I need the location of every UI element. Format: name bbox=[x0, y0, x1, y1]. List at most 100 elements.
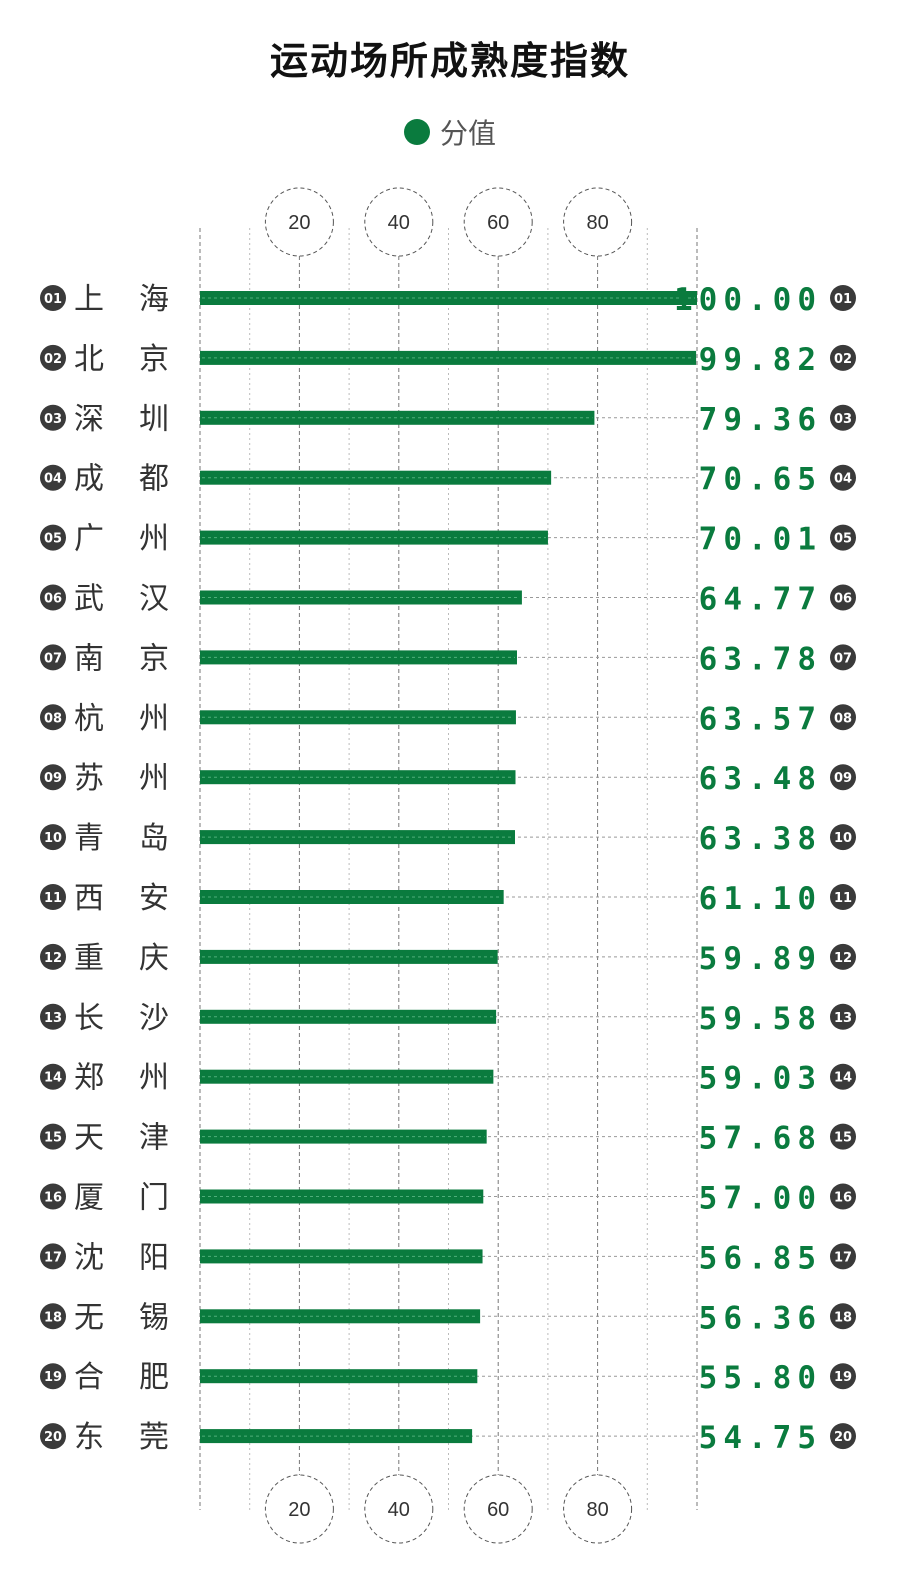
rank-badge bbox=[830, 404, 856, 431]
bar bbox=[200, 530, 548, 545]
rank-label: 13 bbox=[834, 1011, 852, 1026]
rank-badge bbox=[830, 943, 856, 970]
bar bbox=[200, 710, 516, 725]
bar bbox=[200, 470, 552, 485]
rank-badge bbox=[830, 464, 856, 491]
top-tick-circle bbox=[264, 187, 334, 257]
city-label: 州 bbox=[139, 761, 169, 796]
rank-badge bbox=[40, 1303, 66, 1330]
rank-label: 10 bbox=[834, 831, 852, 846]
rank-badge bbox=[830, 1003, 856, 1030]
city-label: 郑 bbox=[74, 1061, 104, 1096]
rank-label: 16 bbox=[834, 1191, 852, 1206]
value-label: 100.00 bbox=[674, 282, 822, 318]
bottom-tick-label: 40 bbox=[388, 1499, 410, 1521]
bar bbox=[200, 1129, 487, 1144]
rank-label: 17 bbox=[44, 1250, 62, 1265]
value-label: 63.48 bbox=[699, 761, 822, 797]
rank-badge bbox=[40, 764, 66, 791]
rank-label: 17 bbox=[834, 1250, 852, 1265]
city-label: 海 bbox=[139, 282, 169, 317]
rank-label: 05 bbox=[834, 532, 852, 547]
rank-label: 20 bbox=[44, 1430, 62, 1445]
chart-title: 运动场所成熟度指数 bbox=[269, 39, 630, 83]
rank-label: 02 bbox=[834, 352, 852, 367]
value-label: 79.36 bbox=[699, 402, 822, 438]
rank-badge bbox=[40, 584, 66, 611]
city-label: 青 bbox=[74, 821, 104, 856]
value-label: 63.57 bbox=[699, 701, 822, 737]
rank-badge bbox=[40, 344, 66, 371]
bar bbox=[200, 1369, 478, 1384]
value-label: 99.82 bbox=[699, 342, 822, 378]
rank-badge bbox=[830, 764, 856, 791]
value-label: 59.58 bbox=[699, 1001, 822, 1037]
rank-badge bbox=[830, 644, 856, 671]
city-label: 沙 bbox=[139, 1001, 169, 1036]
city-label: 京 bbox=[139, 342, 169, 377]
value-label: 59.03 bbox=[699, 1061, 822, 1097]
rank-badge bbox=[40, 1183, 66, 1210]
rank-badge bbox=[40, 1003, 66, 1030]
city-label: 阳 bbox=[139, 1240, 169, 1275]
city-label: 莞 bbox=[139, 1420, 169, 1455]
rank-badge bbox=[40, 943, 66, 970]
city-label: 州 bbox=[139, 522, 169, 557]
city-label: 苏 bbox=[74, 761, 104, 796]
bar bbox=[200, 770, 516, 785]
city-label: 广 bbox=[74, 522, 104, 557]
rank-badge bbox=[830, 285, 856, 311]
bottom-tick-circle bbox=[563, 1474, 633, 1544]
rank-badge bbox=[40, 1243, 66, 1270]
rank-label: 14 bbox=[834, 1071, 852, 1086]
bar bbox=[200, 830, 515, 845]
rank-label: 04 bbox=[834, 472, 852, 487]
city-label: 重 bbox=[74, 941, 104, 976]
bar bbox=[200, 890, 504, 904]
rank-badge bbox=[830, 824, 856, 851]
rank-badge bbox=[830, 704, 856, 731]
city-label: 安 bbox=[139, 881, 169, 916]
rank-label: 08 bbox=[44, 711, 62, 726]
rank-label: 03 bbox=[834, 412, 852, 427]
rank-badge bbox=[830, 1183, 856, 1210]
city-label: 锡 bbox=[139, 1300, 169, 1335]
rank-label: 07 bbox=[834, 651, 852, 666]
rank-badge bbox=[40, 704, 66, 731]
city-label: 西 bbox=[74, 881, 104, 916]
value-label: 61.10 bbox=[699, 881, 822, 917]
city-label: 深 bbox=[74, 402, 104, 437]
value-label: 56.36 bbox=[699, 1300, 822, 1336]
rank-label: 01 bbox=[44, 292, 62, 307]
rank-label: 11 bbox=[44, 891, 62, 906]
legend: 分值 bbox=[0, 112, 900, 152]
rank-badge bbox=[40, 644, 66, 671]
city-label: 长 bbox=[74, 1001, 104, 1036]
top-tick-label: 20 bbox=[288, 212, 310, 234]
rank-badge bbox=[830, 1123, 856, 1150]
city-label: 庆 bbox=[139, 941, 169, 976]
rank-label: 02 bbox=[44, 352, 62, 367]
value-label: 63.38 bbox=[699, 821, 822, 857]
rank-label: 08 bbox=[834, 711, 852, 726]
value-label: 59.89 bbox=[699, 941, 822, 977]
city-label: 上 bbox=[74, 282, 104, 317]
city-label: 北 bbox=[74, 342, 104, 377]
top-tick-label: 60 bbox=[487, 212, 509, 234]
city-label: 南 bbox=[74, 641, 104, 676]
rank-label: 06 bbox=[834, 592, 852, 607]
rank-label: 12 bbox=[834, 951, 852, 966]
rank-label: 09 bbox=[44, 771, 62, 786]
city-label: 厦 bbox=[74, 1181, 104, 1216]
rank-badge bbox=[830, 1303, 856, 1330]
city-label: 都 bbox=[139, 462, 169, 497]
rank-badge bbox=[40, 884, 66, 910]
rank-badge bbox=[40, 524, 66, 551]
rank-badge bbox=[40, 464, 66, 491]
top-tick-circle bbox=[563, 187, 633, 257]
city-label: 州 bbox=[139, 701, 169, 736]
rank-label: 19 bbox=[44, 1370, 62, 1385]
bottom-tick-circle bbox=[264, 1474, 334, 1544]
value-label: 56.85 bbox=[699, 1240, 822, 1276]
value-label: 57.00 bbox=[699, 1181, 822, 1217]
